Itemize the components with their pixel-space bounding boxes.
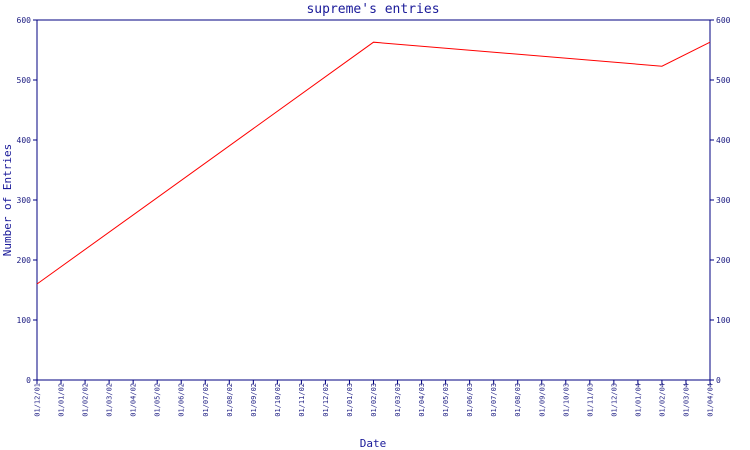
plot-frame [36, 19, 711, 381]
y-tick-label-left: 400 [17, 136, 32, 145]
x-tick-label: 01/05/02 [154, 383, 162, 417]
y-tick-label-right: 0 [716, 376, 721, 385]
x-tick-label: 01/02/02 [82, 383, 90, 417]
y-tick-label-right: 500 [716, 76, 731, 85]
y-tick-label-left: 200 [17, 256, 32, 265]
x-tick-label: 01/03/03 [394, 383, 402, 417]
y-axis-left: 0 100 200 300 400 500 600 [17, 16, 37, 385]
x-tick-label: 01/12/02 [322, 383, 330, 417]
y-tick-label-left: 300 [17, 196, 32, 205]
x-tick-label: 01/09/03 [538, 383, 546, 417]
x-tick-label: 01/08/02 [226, 383, 234, 417]
x-tick-label: 01/07/03 [490, 383, 498, 417]
y-tick-label-left: 100 [17, 316, 32, 325]
plot-border [36, 19, 711, 381]
x-tick-label: 01/04/03 [418, 383, 426, 417]
x-tick-label: 01/08/03 [514, 383, 522, 417]
y-axis-label: Number of Entries [1, 144, 14, 257]
y-tick-label-left: 0 [26, 376, 31, 385]
x-tick-label: 01/01/03 [346, 383, 354, 417]
x-tick-label: 01/07/02 [202, 383, 210, 417]
x-tick-label: 01/12/03 [610, 383, 618, 417]
x-tick-label: 01/03/02 [106, 383, 114, 417]
y-tick-label-right: 200 [716, 256, 731, 265]
x-tick-label: 01/01/02 [58, 383, 66, 417]
x-tick-label: 01/02/04 [658, 383, 666, 417]
x-tick-label: 01/02/03 [370, 383, 378, 417]
x-axis: 01/12/01 01/01/02 01/02/02 01/03/02 01/04/02… [34, 380, 715, 417]
x-tick-label: 01/06/02 [178, 383, 186, 417]
y-tick-label-left: 500 [17, 76, 32, 85]
x-tick-label: 01/01/04 [634, 383, 642, 417]
y-tick-label-right: 300 [716, 196, 731, 205]
chart-title: supreme's entries [306, 2, 439, 17]
x-tick-label: 01/05/03 [442, 383, 450, 417]
x-tick-label: 01/06/03 [466, 383, 474, 417]
y-tick-label-left: 600 [17, 16, 32, 25]
x-tick-label: 01/10/02 [274, 383, 282, 417]
x-tick-label: 01/03/04 [682, 383, 690, 417]
x-axis-label: Date [360, 437, 387, 450]
y-tick-label-right: 100 [716, 316, 731, 325]
x-tick-label: 01/11/03 [586, 383, 594, 417]
x-tick-label: 01/12/01 [34, 383, 42, 417]
y-tick-label-right: 400 [716, 136, 731, 145]
x-tick-label: 01/09/02 [250, 383, 258, 417]
x-tick-label: 01/11/02 [298, 383, 306, 417]
x-tick-label: 01/04/02 [130, 383, 138, 417]
series-group [36, 41, 711, 285]
entries-line [36, 41, 711, 285]
x-tick-label: 01/10/03 [562, 383, 570, 417]
y-axis-right: 0 100 200 300 400 500 600 [710, 16, 731, 385]
y-tick-label-right: 600 [716, 16, 731, 25]
x-tick-label: 01/04/04 [707, 383, 715, 417]
